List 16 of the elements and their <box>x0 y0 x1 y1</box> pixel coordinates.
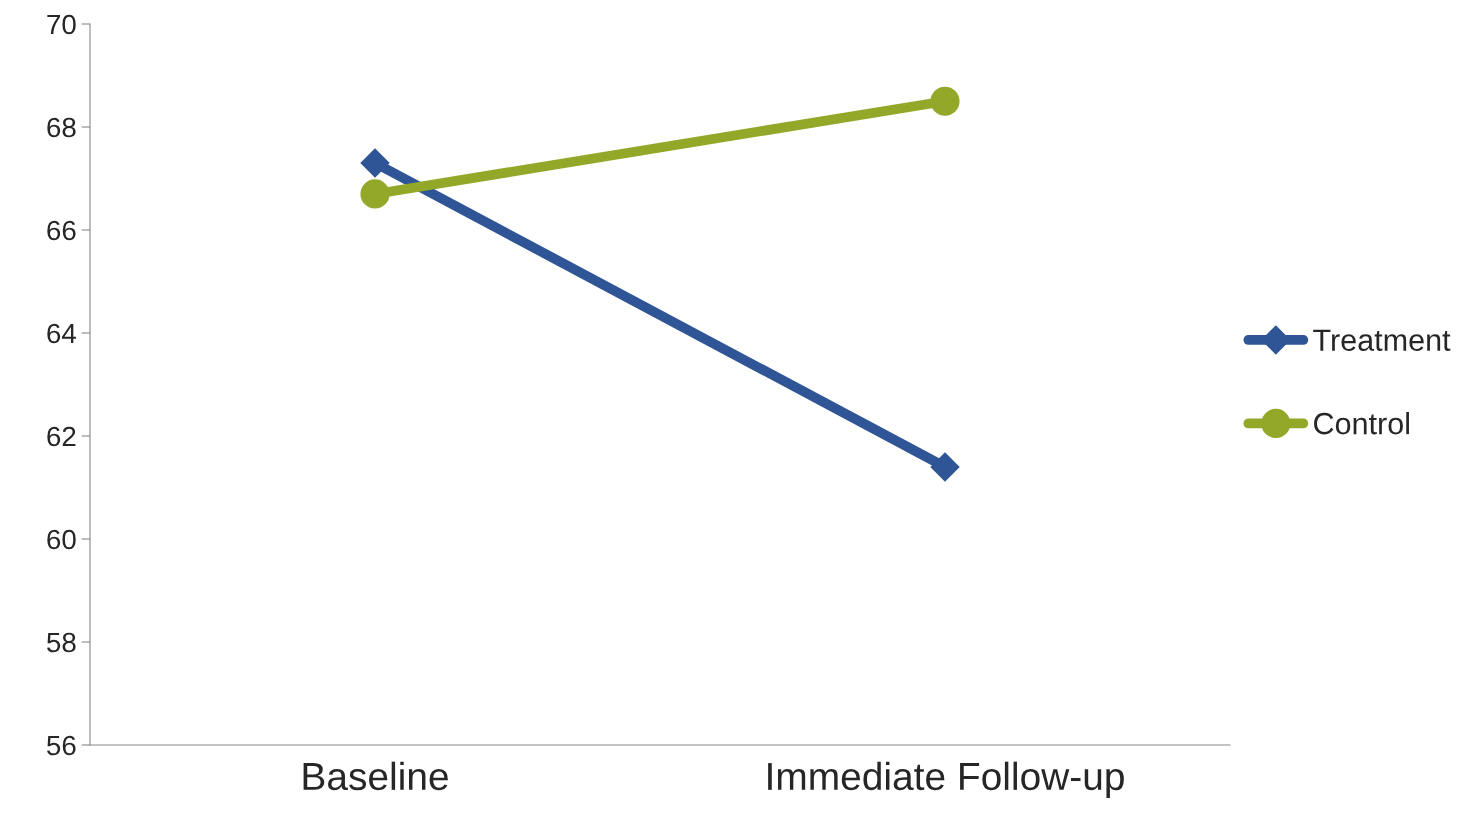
legend-label: Control <box>1314 412 1409 435</box>
y-tick-label: 70 <box>47 14 76 35</box>
legend-label: Treatment <box>1313 329 1451 351</box>
x-tick-label: Immediate Follow-up <box>768 761 1124 798</box>
x-tick-label: Baseline <box>303 761 448 791</box>
point <box>930 452 960 482</box>
y-tick-label: 64 <box>47 323 76 344</box>
y-tick-label: 60 <box>47 529 76 550</box>
y-tick-label: 68 <box>47 117 76 138</box>
y-tick-label: 56 <box>47 735 76 756</box>
point <box>360 179 390 209</box>
y-tick-label: 58 <box>47 632 76 653</box>
point <box>360 148 390 178</box>
point <box>930 86 960 116</box>
y-tick-label: 62 <box>47 426 76 447</box>
y-tick-label: 66 <box>47 220 76 241</box>
